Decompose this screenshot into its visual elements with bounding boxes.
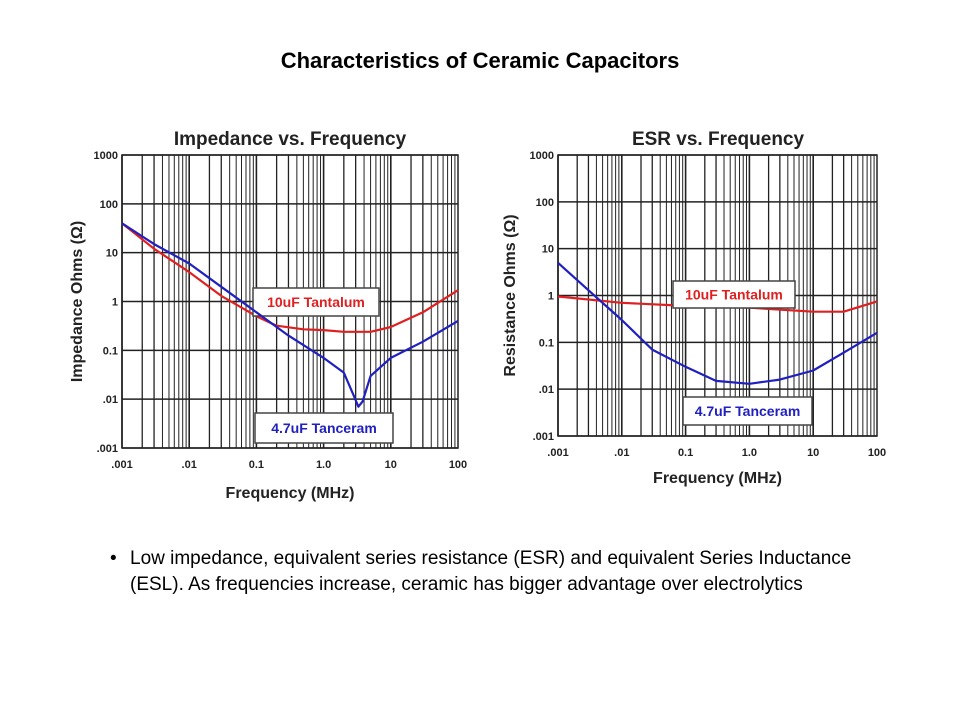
x-tick-label: .001 [111,459,132,471]
x-tick-label: .01 [614,447,629,459]
chart-title: ESR vs. Frequency [632,129,805,150]
bullet-point: • Low impedance, equivalent series resis… [110,546,870,598]
y-tick-label: 1 [112,297,118,309]
y-tick-label: .001 [533,431,554,443]
y-axis-label: Impedance Ohms (Ω) [69,221,86,382]
series-line-tanceram [121,222,459,408]
y-tick-label: 1000 [530,150,554,162]
y-tick-label: .01 [539,384,554,396]
x-tick-label: .001 [547,447,568,459]
y-tick-label: 10 [106,248,118,260]
y-tick-label: 0.1 [103,345,118,357]
y-tick-label: 0.1 [539,337,554,349]
x-tick-label: 1.0 [742,447,757,459]
x-axis-label: Frequency (MHz) [226,485,355,502]
legend-box [254,412,394,444]
y-tick-label: 100 [100,199,118,211]
y-tick-label: .01 [103,394,118,406]
y-tick-label: 10 [542,244,554,256]
legend-label: 4.7uF Tanceram [271,420,377,436]
y-tick-label: 100 [536,197,554,209]
legend-box [252,287,380,317]
x-tick-label: 10 [385,459,397,471]
x-tick-label: 100 [868,447,886,459]
x-tick-label: 0.1 [249,459,264,471]
x-axis-label: Frequency (MHz) [653,470,782,487]
series-line-tantalum [121,222,459,333]
bullet-text: Low impedance, equivalent series resista… [130,548,852,595]
x-tick-label: 1.0 [316,459,331,471]
y-tick-label: 1 [548,291,554,303]
legend-label: 10uF Tantalum [267,294,365,310]
legend-label: 10uF Tantalum [685,287,783,303]
legend-label: 4.7uF Tanceram [695,403,801,419]
y-tick-label: 1000 [94,150,118,162]
bullet-icon: • [110,548,117,569]
y-axis-label: Resistance Ohms (Ω) [502,214,519,376]
x-tick-label: 100 [449,459,467,471]
chart-title: Impedance vs. Frequency [174,129,407,150]
x-tick-label: 0.1 [678,447,693,459]
x-tick-label: .01 [182,459,197,471]
series-line-tanceram [557,261,878,385]
legend-box [682,396,813,426]
y-tick-label: .001 [97,443,118,455]
slide-title: Characteristics of Ceramic Capacitors [280,48,680,73]
x-tick-label: 10 [807,447,819,459]
legend-box [672,280,796,309]
